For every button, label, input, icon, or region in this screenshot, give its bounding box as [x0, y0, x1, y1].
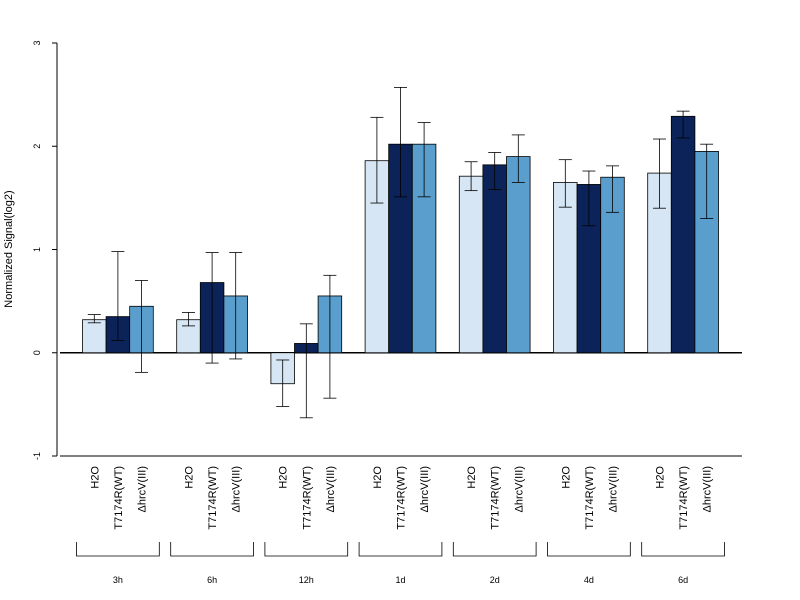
- group-bracket: [170, 542, 254, 557]
- category-label: H2O: [560, 466, 572, 489]
- category-label: T7174R(WT): [396, 466, 408, 530]
- bar: [482, 164, 507, 354]
- category-label: H2O: [89, 466, 101, 489]
- group-label: 1d: [395, 575, 405, 585]
- category-label: T7174R(WT): [490, 466, 502, 530]
- y-tick-label: 2: [32, 144, 42, 149]
- plot-area: -1 0 1 2 3 H2O T7174R(WT) ΔhrcV(III) 3h H2O T7174R…: [32, 40, 742, 585]
- group-label: 6d: [678, 575, 688, 585]
- category-label: ΔhrcV(III): [137, 466, 149, 512]
- category-label: T7174R(WT): [301, 466, 313, 530]
- bar: [506, 156, 531, 354]
- bar: [458, 175, 484, 354]
- category-label: T7174R(WT): [207, 466, 219, 530]
- group-bracket: [452, 542, 537, 557]
- bar: [553, 181, 578, 354]
- category-label: ΔhrcV(III): [419, 466, 431, 512]
- category-label: ΔhrcV(III): [608, 466, 620, 512]
- y-tick-label: -1: [32, 452, 42, 460]
- category-label: T7174R(WT): [584, 466, 596, 530]
- category-label: H2O: [466, 466, 478, 489]
- category-label: ΔhrcV(III): [325, 466, 337, 512]
- group-label: 4d: [584, 575, 594, 585]
- category-label: H2O: [184, 466, 196, 489]
- group-label: 12h: [299, 575, 314, 585]
- category-label: H2O: [372, 466, 384, 489]
- group-label: 6h: [207, 575, 217, 585]
- category-label: ΔhrcV(III): [231, 466, 243, 512]
- category-label: ΔhrcV(III): [513, 466, 525, 512]
- group-bracket: [264, 542, 349, 557]
- y-tick-label: 3: [32, 40, 42, 45]
- group-bracket: [76, 542, 160, 557]
- y-axis-title: Normalized Signal(log2): [3, 190, 15, 307]
- group-label: 3h: [113, 575, 123, 585]
- category-label: ΔhrcV(III): [702, 466, 714, 512]
- category-label: H2O: [278, 466, 290, 489]
- bar: [670, 115, 696, 354]
- group-bracket: [641, 542, 725, 557]
- group-label: 2d: [490, 575, 500, 585]
- category-label: T7174R(WT): [113, 466, 125, 530]
- category-label: H2O: [655, 466, 667, 489]
- group-bracket: [547, 542, 631, 557]
- category-label: T7174R(WT): [678, 466, 690, 530]
- bar: [82, 319, 107, 354]
- group-bracket: [358, 542, 443, 557]
- y-tick-label: 0: [32, 350, 42, 355]
- y-tick-label: 1: [32, 247, 42, 252]
